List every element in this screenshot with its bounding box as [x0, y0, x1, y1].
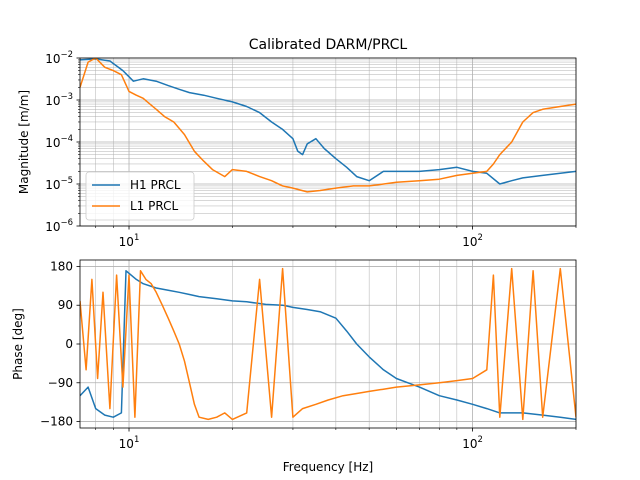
legend-label-l1-prcl: L1 PRCL — [130, 199, 178, 213]
magnitude-series-l1-prcl — [80, 58, 576, 193]
phase-series-h1-prcl — [80, 270, 576, 421]
phase-y-tick-label: −180 — [40, 415, 73, 429]
phase-y-tick-label: −90 — [48, 376, 73, 390]
phase-y-tick-label: 90 — [58, 298, 73, 312]
x-axis-label: Frequency [Hz] — [283, 460, 374, 474]
magnitude-y-axis-label: Magnitude [m/m] — [17, 90, 31, 194]
phase-ticks — [76, 266, 577, 432]
phase-series-l1-prcl — [80, 267, 576, 421]
phase-y-axis-label: Phase [deg] — [11, 308, 25, 380]
legend: H1 PRCL L1 PRCL — [85, 171, 195, 221]
magnitude-ticks — [76, 57, 577, 230]
chart-title: Calibrated DARM/PRCL — [249, 37, 408, 53]
phase-y-tick-label: 0 — [65, 337, 73, 351]
phase-series — [80, 267, 576, 421]
legend-box — [85, 171, 195, 221]
phase-y-tick-label: 180 — [50, 259, 73, 273]
magnitude-series — [80, 58, 576, 193]
legend-label-h1-prcl: H1 PRCL — [130, 178, 181, 192]
